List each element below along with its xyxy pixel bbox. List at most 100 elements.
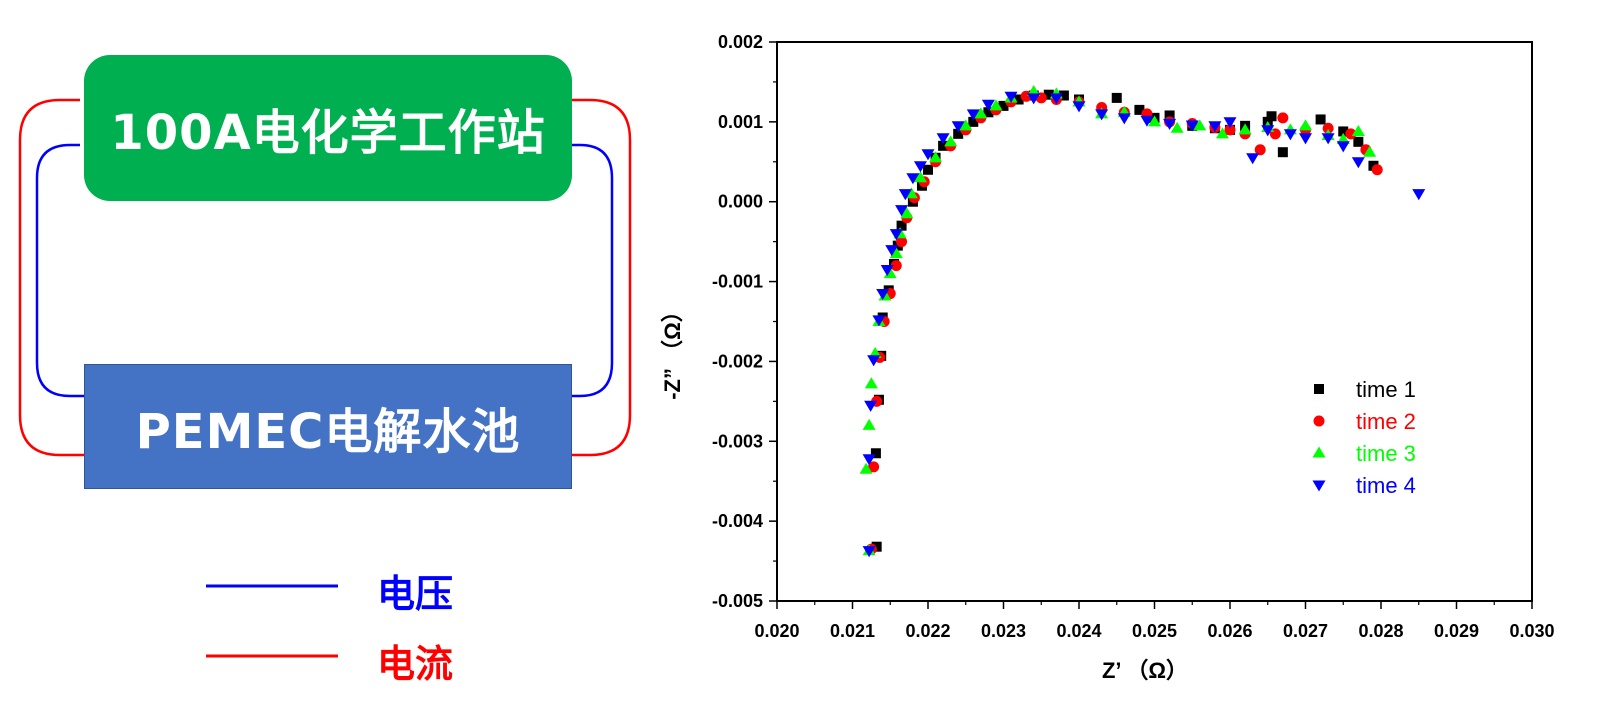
- data-point-series-4: [862, 454, 876, 466]
- legend-label-series-1: time 1: [1356, 377, 1416, 402]
- y-tick-label: -0.005: [712, 591, 763, 611]
- data-point-series-4: [951, 121, 965, 133]
- data-point-series-4: [1004, 91, 1018, 103]
- data-point-series-4: [1223, 117, 1237, 129]
- plot-area: 0.020 0.021 0.022 0.023 0.024 0.025 0.026 0.027…: [712, 32, 1555, 641]
- voltage-wire-left: [35, 143, 84, 398]
- data-point-series-2: [1345, 128, 1357, 140]
- data-point-series-3: [1299, 119, 1312, 131]
- data-point-series-1: [998, 100, 1009, 111]
- data-point-series-4: [1027, 93, 1041, 105]
- data-point-series-4: [1261, 125, 1275, 137]
- data-point-series-3: [944, 135, 958, 147]
- data-point-series-4: [885, 245, 899, 257]
- data-point-series-4: [1299, 133, 1312, 145]
- data-point-series-3: [1215, 127, 1229, 139]
- data-point-series-3: [859, 462, 873, 474]
- data-point-series-3: [1170, 121, 1184, 133]
- data-point-series-4: [936, 133, 950, 145]
- y-tick-label: 0.001: [718, 112, 763, 132]
- data-point-series-1: [871, 541, 882, 552]
- data-point-series-3: [889, 247, 903, 259]
- data-point-series-3: [1148, 115, 1161, 127]
- y-tick-label: -0.002: [712, 351, 763, 371]
- pem-electrolysis-cell-box: PEMEC电解水池: [84, 364, 572, 489]
- data-point-series-4: [1351, 157, 1365, 169]
- data-point-series-3: [862, 418, 876, 430]
- y-tick-label: 0.000: [718, 192, 763, 212]
- data-point-series-1: [1164, 110, 1175, 121]
- x-tick-label: 0.021: [830, 621, 875, 641]
- x-tick-label: 0.024: [1056, 621, 1101, 641]
- workstation-label: 100A电化学工作站: [110, 105, 546, 161]
- data-point-series-1: [1013, 94, 1024, 105]
- data-point-series-4: [1412, 189, 1426, 201]
- data-point-series-1: [923, 164, 933, 175]
- data-point-series-1: [953, 128, 964, 139]
- data-point-series-3: [913, 171, 927, 183]
- data-point-series-1: [1111, 92, 1122, 103]
- data-point-series-4: [898, 189, 912, 201]
- legend-marker-series-2: [1313, 415, 1325, 427]
- data-point-series-4: [1117, 113, 1131, 125]
- legend-label-series-4: time 4: [1356, 473, 1416, 498]
- data-point-series-1: [1043, 89, 1054, 100]
- data-point-series-1: [983, 107, 994, 118]
- data-point-series-4: [1049, 93, 1063, 105]
- data-point-series-4: [1283, 129, 1297, 141]
- data-point-series-3: [1351, 124, 1365, 136]
- data-point-series-3: [904, 187, 918, 199]
- data-point-series-2: [868, 461, 880, 473]
- data-point-series-4: [889, 229, 903, 241]
- legend-label-series-3: time 3: [1356, 441, 1416, 466]
- data-point-series-4: [867, 355, 881, 367]
- data-point-series-4: [981, 99, 995, 111]
- data-point-series-3: [989, 99, 1003, 111]
- data-point-series-4: [864, 400, 878, 412]
- data-point-series-1: [870, 448, 881, 459]
- legend-marker-series-4: [1312, 480, 1326, 492]
- data-point-series-3: [1363, 145, 1377, 157]
- data-point-series-4: [1095, 109, 1109, 121]
- data-point-series-4: [880, 265, 894, 277]
- x-tick-label: 0.022: [905, 621, 950, 641]
- y-tick-label: 0.002: [718, 32, 763, 52]
- legend-label-series-2: time 2: [1356, 409, 1416, 434]
- data-point-series-4: [1246, 153, 1260, 165]
- data-point-series-2: [1371, 164, 1383, 176]
- current-key-label: 电流: [377, 642, 454, 686]
- data-point-series-4: [921, 149, 935, 161]
- data-point-series-3: [929, 151, 943, 163]
- legend-marker-series-3: [1312, 446, 1326, 458]
- data-point-series-4: [862, 546, 876, 558]
- data-point-series-2: [1254, 144, 1266, 156]
- data-point-series-3: [1238, 123, 1252, 135]
- nyquist-chart: 0.020 0.021 0.022 0.023 0.024 0.025 0.026 0.027…: [660, 32, 1555, 683]
- data-point-series-2: [1224, 124, 1236, 136]
- data-point-series-4: [1208, 121, 1222, 133]
- data-point-series-3: [974, 107, 988, 119]
- current-wire-right: [572, 98, 632, 457]
- x-tick-label: 0.029: [1434, 621, 1479, 641]
- data-point-series-4: [913, 161, 927, 173]
- data-point-series-4: [966, 109, 980, 121]
- wiring-diagram: [18, 98, 632, 658]
- x-tick-label: 0.030: [1509, 621, 1554, 641]
- data-point-series-1: [1315, 114, 1326, 125]
- data-point-series-4: [1336, 141, 1350, 153]
- x-tick-label: 0.026: [1207, 621, 1252, 641]
- x-tick-label: 0.020: [754, 621, 799, 641]
- data-point-series-3: [900, 207, 914, 219]
- data-point-series-1: [1134, 104, 1145, 115]
- x-tick-label: 0.023: [981, 621, 1026, 641]
- data-point-series-3: [959, 119, 973, 131]
- y-tick-label: -0.003: [712, 431, 763, 451]
- data-point-series-3: [868, 346, 882, 358]
- data-point-series-4: [1072, 101, 1086, 113]
- data-point-series-4: [1185, 120, 1199, 132]
- data-point-series-4: [1140, 115, 1154, 127]
- legend-marker-series-1: [1314, 384, 1324, 394]
- data-point-series-1: [896, 220, 907, 231]
- data-point-series-1: [1058, 90, 1069, 101]
- data-point-series-1: [1266, 111, 1277, 122]
